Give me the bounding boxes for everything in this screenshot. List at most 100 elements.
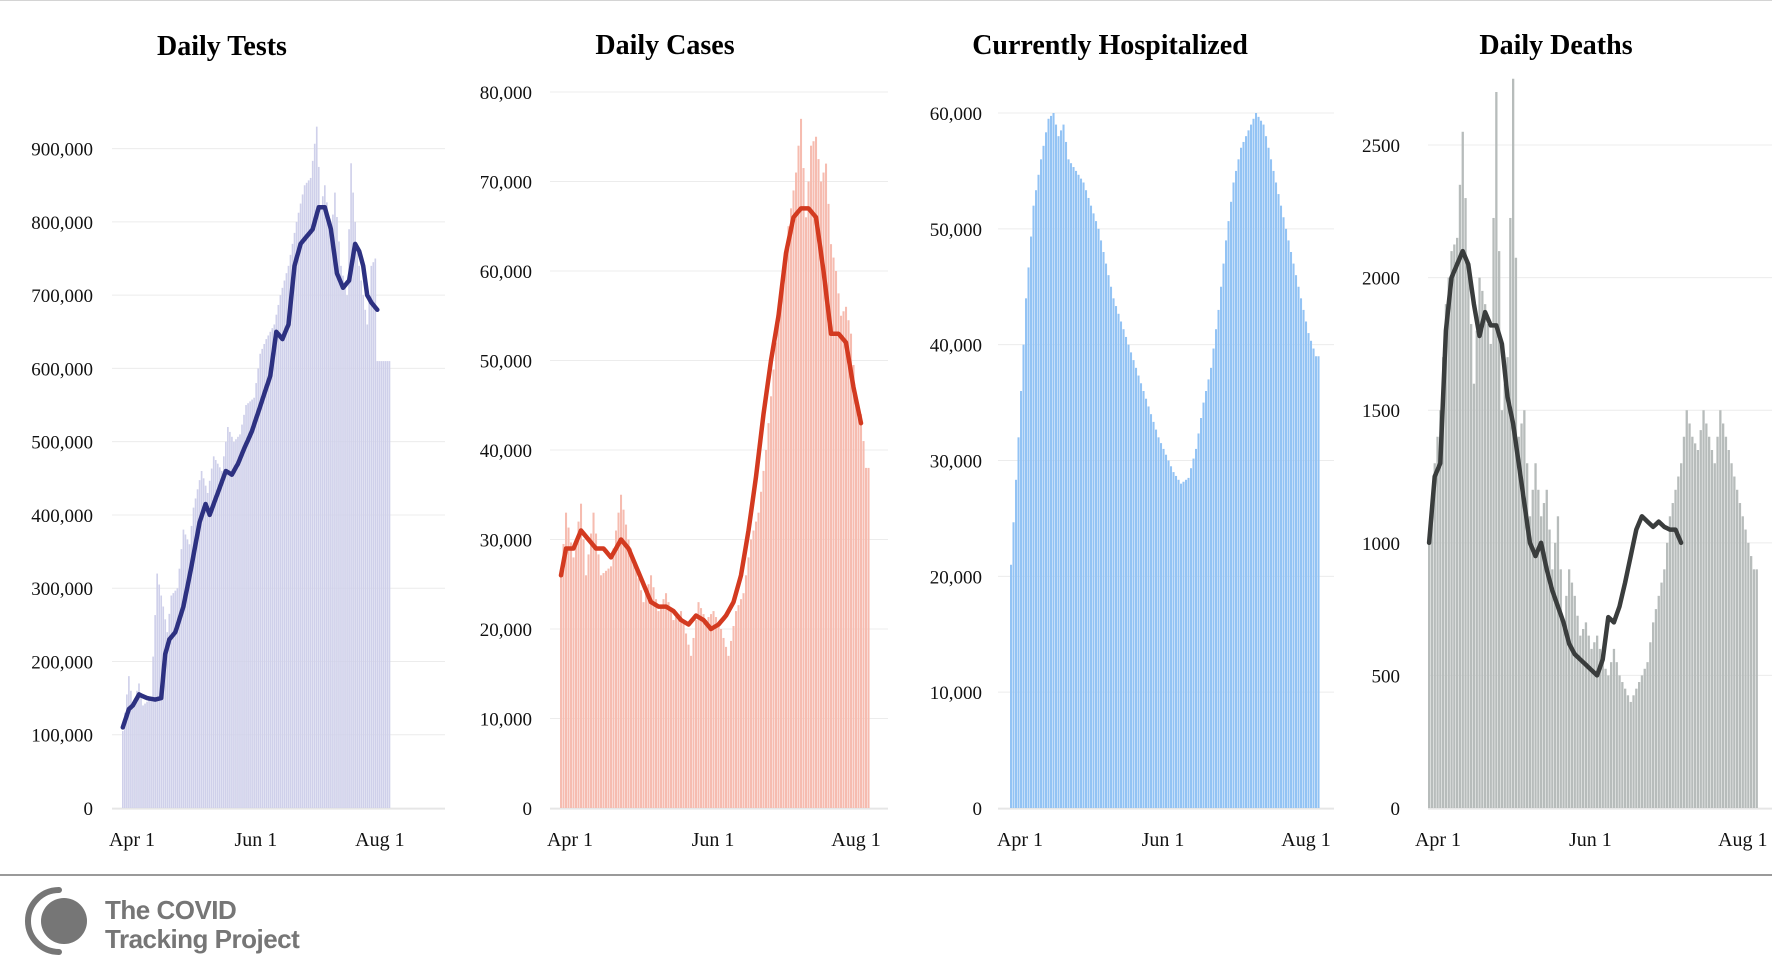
- x-tick-label: Aug 1: [1718, 829, 1767, 851]
- bar: [251, 399, 253, 808]
- bar: [281, 287, 284, 809]
- bar: [275, 314, 278, 808]
- bar: [762, 470, 765, 808]
- y-tick-label: 1500: [1362, 401, 1400, 422]
- bar: [1668, 516, 1672, 808]
- bar: [697, 602, 700, 808]
- bar: [767, 423, 770, 808]
- bar: [1300, 298, 1303, 808]
- bar: [1115, 306, 1118, 808]
- bar: [223, 456, 225, 808]
- bar: [1065, 141, 1068, 809]
- y-tick-label: 0: [973, 799, 983, 820]
- bar: [1626, 695, 1630, 808]
- x-tick-label: Jun 1: [692, 829, 735, 851]
- bar: [1587, 635, 1590, 808]
- y-tick-label: 2000: [1362, 269, 1400, 290]
- bar: [635, 566, 638, 808]
- bar: [1107, 275, 1110, 809]
- bar: [315, 126, 318, 808]
- bar: [1207, 379, 1210, 808]
- chart-title: Daily Tests: [157, 31, 287, 62]
- bar: [1160, 443, 1163, 808]
- bar: [1750, 556, 1753, 808]
- bar: [162, 606, 165, 808]
- bar: [239, 434, 241, 808]
- bar: [1649, 642, 1652, 808]
- bar: [340, 265, 342, 808]
- y-tick-label: 10,000: [930, 683, 982, 704]
- trend-line: [558, 206, 864, 632]
- bar: [1185, 479, 1188, 808]
- bar: [1727, 450, 1730, 808]
- bar: [1657, 595, 1660, 808]
- bar: [1017, 437, 1020, 808]
- bar: [1713, 463, 1716, 808]
- bar: [1461, 131, 1464, 808]
- bar: [1180, 483, 1183, 808]
- bar: [1677, 476, 1680, 808]
- y-tick-label: 80,000: [480, 83, 532, 104]
- bar: [1237, 159, 1240, 809]
- bar: [235, 439, 237, 808]
- bar: [303, 185, 306, 808]
- bar: [1481, 290, 1484, 808]
- bar: [1140, 383, 1143, 808]
- bar: [1428, 542, 1431, 808]
- bar: [1147, 406, 1150, 808]
- charts-area: 0 100,000 200,000 300,000 400,000 500,000 600,…: [31, 30, 1772, 851]
- bar: [1520, 423, 1523, 808]
- bar: [712, 611, 715, 808]
- bar: [862, 441, 865, 808]
- bar: [1172, 472, 1175, 808]
- bar: [212, 456, 215, 808]
- y-tick-label: 600,000: [31, 359, 93, 380]
- bar: [802, 168, 805, 808]
- bar: [852, 364, 855, 808]
- bar: [1478, 277, 1481, 808]
- bar: [622, 509, 625, 808]
- bar: [1755, 569, 1758, 808]
- bar: [196, 489, 199, 808]
- bar: [1601, 662, 1604, 808]
- bar: [1621, 682, 1624, 808]
- bar: [675, 617, 678, 808]
- bar: [1292, 263, 1295, 808]
- bar: [582, 539, 585, 808]
- bar: [1629, 701, 1632, 808]
- bar: [1217, 309, 1220, 808]
- bar: [1517, 436, 1520, 808]
- bar: [1270, 159, 1273, 809]
- x-tick-label: Jun 1: [235, 829, 278, 851]
- bar: [384, 361, 387, 808]
- bar: [273, 324, 276, 808]
- bar: [1582, 629, 1585, 808]
- bar: [617, 512, 620, 808]
- bar: [231, 436, 233, 808]
- bar: [1447, 277, 1450, 808]
- bar: [1155, 429, 1158, 808]
- bar: [1067, 159, 1070, 809]
- bar: [342, 275, 344, 808]
- bar: [1020, 391, 1023, 808]
- bar: [283, 280, 286, 808]
- bar: [311, 160, 314, 808]
- bar: [1741, 516, 1744, 808]
- y-tick-label: 50,000: [930, 220, 982, 241]
- y-tick-label: 900,000: [31, 140, 93, 161]
- bar: [812, 141, 815, 809]
- bar: [1744, 529, 1747, 808]
- bar: [338, 241, 340, 808]
- bar: [770, 396, 773, 808]
- bar: [715, 617, 718, 808]
- bar: [1092, 213, 1095, 808]
- bar: [595, 533, 598, 808]
- bar: [737, 605, 740, 808]
- bar: [194, 498, 197, 808]
- bar: [1130, 352, 1133, 808]
- bar: [1596, 635, 1599, 808]
- bar: [607, 568, 610, 808]
- bar: [160, 595, 163, 808]
- bar: [1514, 257, 1518, 809]
- bar: [1105, 263, 1108, 808]
